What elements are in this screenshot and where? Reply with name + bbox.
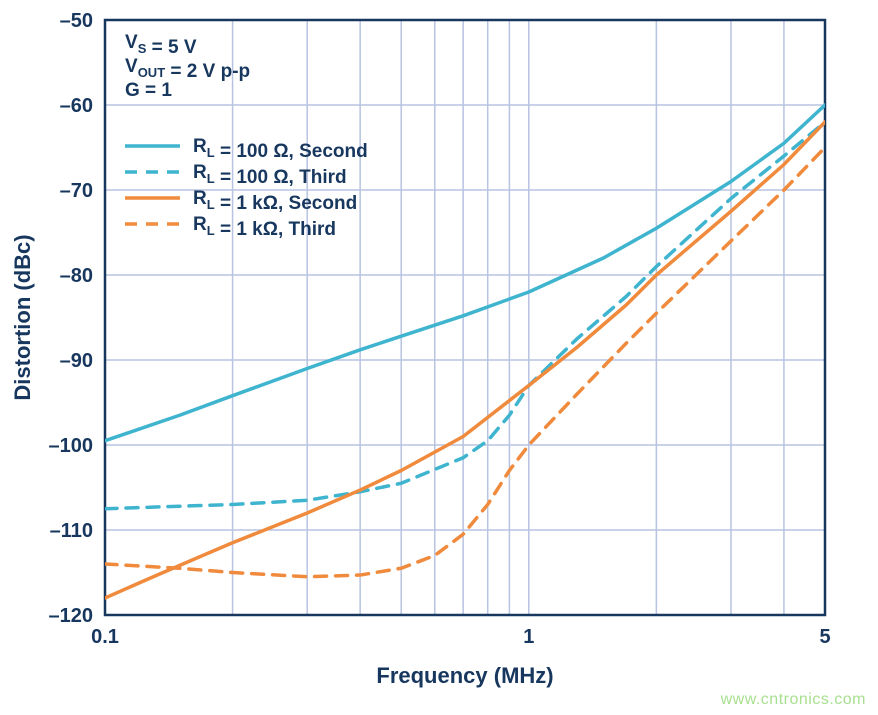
x-tick-label: 1 <box>523 626 534 648</box>
y-tick-label: –60 <box>60 95 93 117</box>
watermark: www.cntronics.com <box>721 691 866 709</box>
x-tick-label: 0.1 <box>91 626 119 648</box>
x-tick-label: 5 <box>819 626 830 648</box>
y-tick-label: –100 <box>49 435 94 457</box>
chart-container: –120 –110 –100 –90 –80 –70 –60 –50 0.1 1 5 Frequenc… <box>0 0 878 715</box>
y-tick-label: –90 <box>60 350 93 372</box>
conditions-line: G = 1 <box>125 80 172 101</box>
x-axis-label: Frequency (MHz) <box>376 663 553 688</box>
y-tick-label: –80 <box>60 265 93 287</box>
y-axis-label: Distortion (dBc) <box>10 234 35 400</box>
y-tick-label: –50 <box>60 10 93 32</box>
y-tick-label: –110 <box>50 520 93 542</box>
y-tick-label: –70 <box>60 180 93 202</box>
y-tick-label: –120 <box>49 605 94 627</box>
chart-svg: –120 –110 –100 –90 –80 –70 –60 –50 0.1 1 5 Frequenc… <box>0 0 878 715</box>
